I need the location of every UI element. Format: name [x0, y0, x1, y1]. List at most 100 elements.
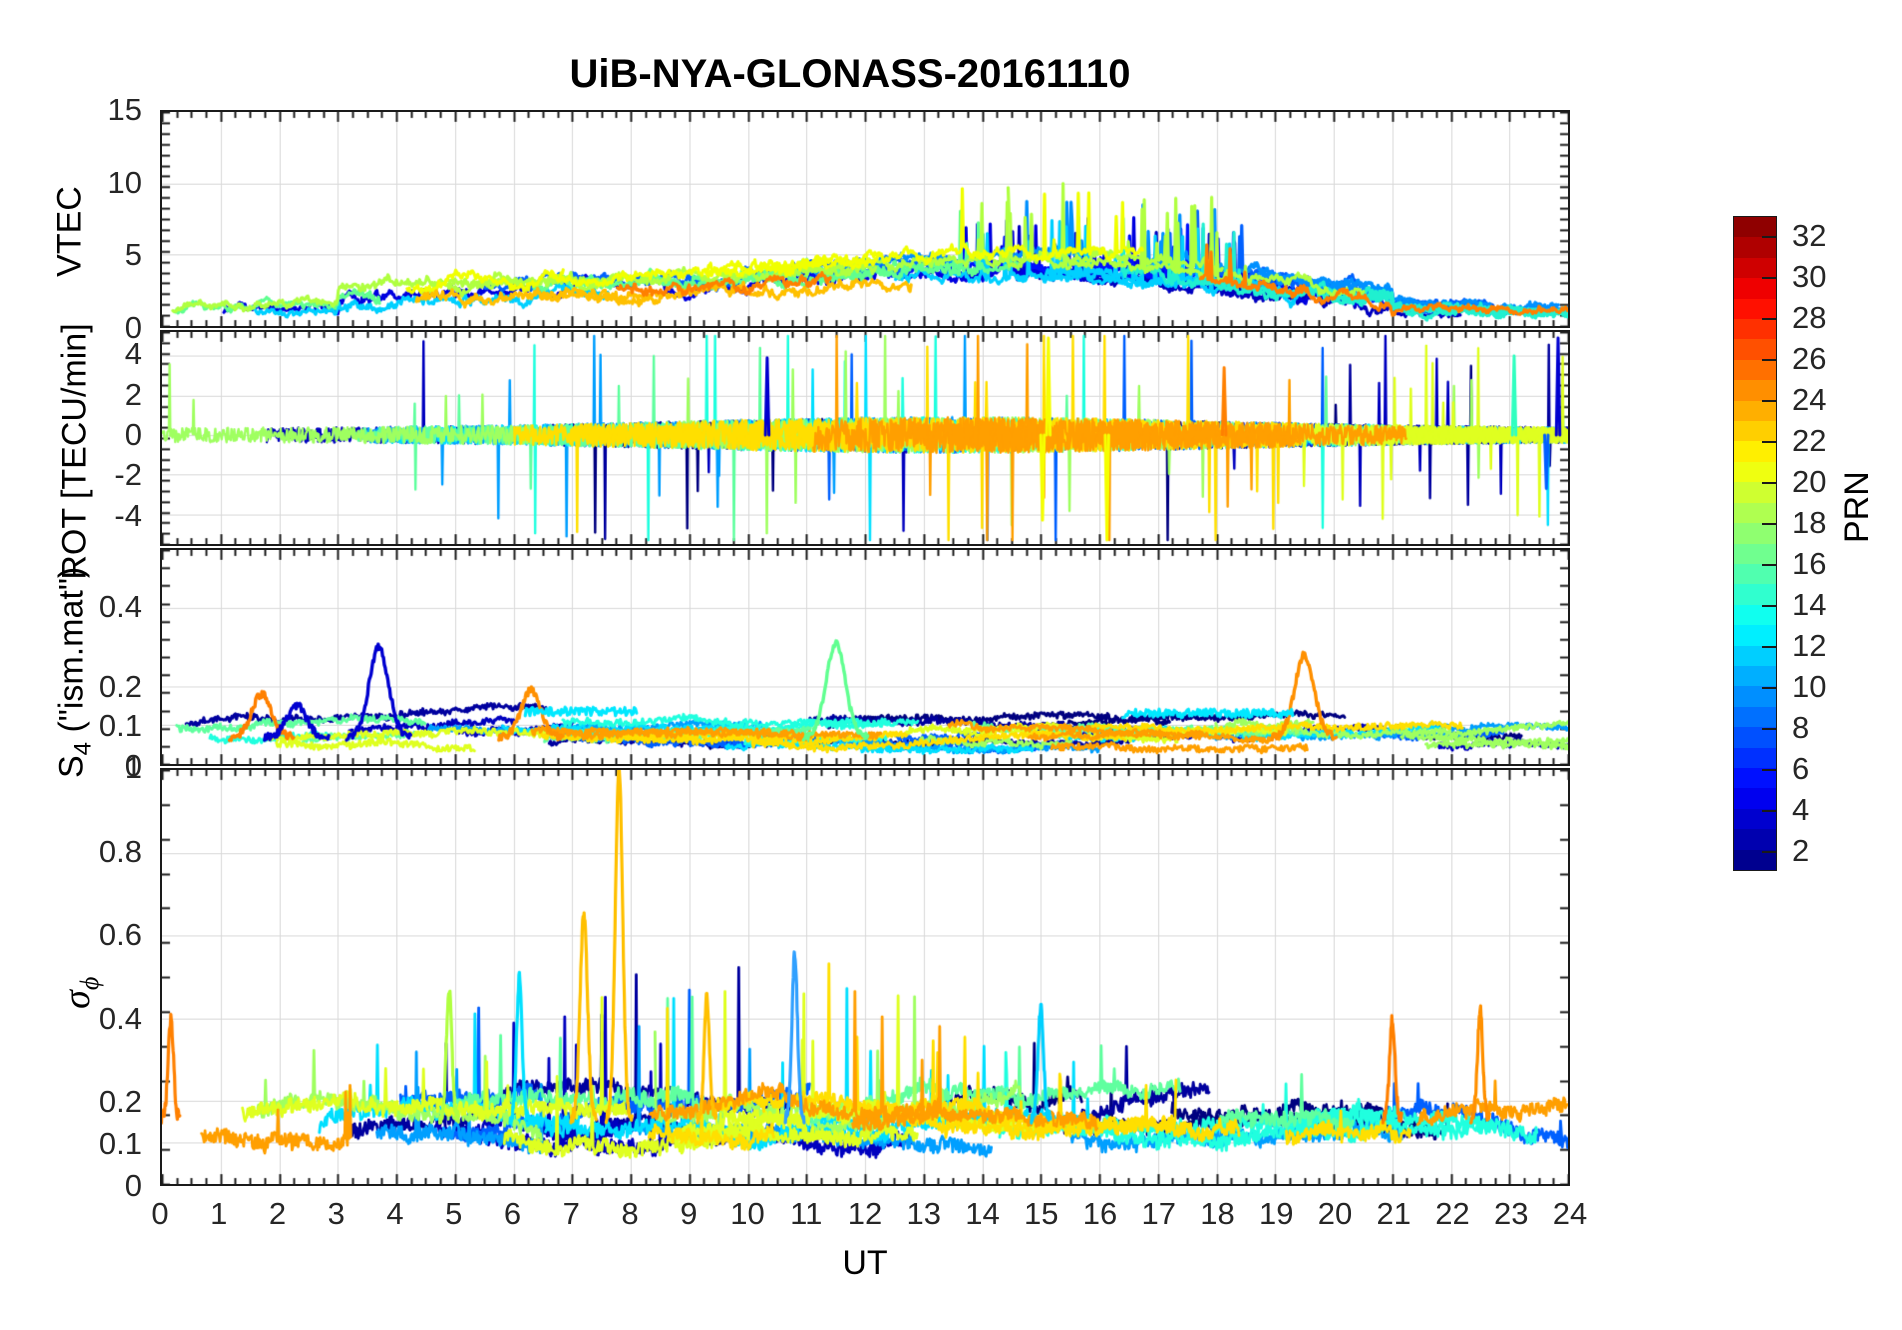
colorbar-segment — [1734, 584, 1776, 605]
yaxis-tick-label: 0 — [124, 416, 142, 452]
colorbar-segment — [1734, 829, 1776, 850]
xaxis-tick-label: 5 — [445, 1196, 463, 1231]
colorbar-tick-mark — [1762, 604, 1776, 607]
colorbar-segment — [1734, 319, 1776, 340]
yaxis-tick-label: 0 — [124, 748, 142, 783]
colorbar-prn[interactable] — [1733, 216, 1777, 871]
colorbar-segment — [1734, 441, 1776, 462]
xaxis-tick-label: 3 — [327, 1196, 345, 1231]
xaxis-tick-label: 9 — [680, 1196, 698, 1231]
colorbar-tick-label: 22 — [1792, 423, 1827, 459]
colorbar-segment — [1734, 747, 1776, 768]
yaxis-ticks-sigma-phi: 0 0.1 0.2 0.4 0.6 0.8 1 — [70, 750, 150, 1203]
colorbar-tick-mark — [1762, 482, 1776, 485]
colorbar-tick-mark — [1762, 318, 1776, 321]
colorbar-segment — [1734, 665, 1776, 687]
colorbar-tick-mark — [1762, 563, 1776, 566]
plot-canvas-s4 — [162, 550, 1568, 764]
yaxis-tick-label: 4 — [124, 336, 142, 372]
colorbar-tick-mark — [1762, 359, 1776, 362]
colorbar-segment — [1734, 604, 1776, 626]
colorbar-segment — [1734, 217, 1776, 238]
colorbar-tick-mark — [1762, 850, 1776, 853]
colorbar-tick-mark — [1762, 236, 1776, 239]
xaxis-tick-label: 11 — [790, 1196, 823, 1231]
colorbar-tick-label: 12 — [1792, 627, 1827, 663]
colorbar-tick-mark — [1762, 768, 1776, 771]
colorbar-segment — [1734, 645, 1776, 666]
plot-canvas-rot — [162, 332, 1568, 544]
colorbar-segment — [1734, 706, 1776, 728]
plot-canvas-sigma-phi — [162, 770, 1568, 1184]
xaxis-tick-label: 1 — [210, 1196, 228, 1231]
yaxis-tick-label: -4 — [114, 497, 142, 533]
colorbar-segment — [1734, 482, 1776, 503]
colorbar-tick-label: 28 — [1792, 300, 1827, 336]
xaxis-tick-label: 8 — [621, 1196, 639, 1231]
yaxis-tick-label: 0.2 — [98, 668, 142, 704]
colorbar-tick-label: 24 — [1792, 382, 1827, 418]
colorbar-tick-label: 4 — [1792, 791, 1810, 827]
colorbar-tick-mark — [1762, 809, 1776, 812]
xaxis-tick-label: 6 — [503, 1196, 522, 1231]
yaxis-ticks-s4: 0 0.1 0.2 0.4 — [70, 548, 150, 783]
colorbar-segment — [1734, 767, 1776, 789]
yaxis-tick-label: 0 — [124, 310, 142, 345]
panel-sigma-phi — [160, 768, 1570, 1186]
colorbar-segment — [1734, 237, 1776, 258]
xaxis-tick-label: 23 — [1494, 1196, 1529, 1231]
colorbar-segment — [1734, 625, 1776, 646]
colorbar-tick-label: 16 — [1792, 545, 1827, 581]
yaxis-ticks-rot: -4 -2 0 2 4 — [70, 330, 150, 546]
colorbar-segment — [1734, 686, 1776, 707]
yaxis-tick-label: 0.2 — [98, 1084, 142, 1120]
colorbar-tick-mark — [1762, 645, 1776, 648]
yaxis-tick-label: 2 — [124, 376, 142, 412]
colorbar-segment — [1734, 461, 1776, 483]
xaxis-tick-label: 4 — [386, 1196, 404, 1231]
yaxis-tick-label: 0.8 — [98, 833, 142, 869]
yaxis-tick-label: 1 — [124, 750, 142, 785]
xaxis-tick-label: 12 — [847, 1196, 883, 1231]
colorbar-tick-label: 14 — [1792, 586, 1827, 622]
yaxis-tick-label: 0.1 — [98, 708, 142, 744]
colorbar-segment — [1734, 359, 1776, 381]
colorbar-segment — [1734, 400, 1776, 422]
colorbar-segment — [1734, 788, 1776, 809]
yaxis-tick-label: 0 — [124, 1168, 142, 1203]
yaxis-tick-label: 15 — [107, 92, 142, 127]
colorbar-segment — [1734, 502, 1776, 524]
colorbar-segment — [1734, 727, 1776, 748]
colorbar-segment — [1734, 849, 1776, 870]
xaxis-title: UT — [842, 1244, 888, 1282]
yaxis-tick-label: 0.4 — [98, 1000, 142, 1036]
colorbar-title: PRN — [1838, 471, 1876, 543]
yaxis-ticks-vtec: 0 5 10 15 — [70, 92, 150, 345]
panel-s4 — [160, 548, 1570, 766]
xaxis-tick-label: 21 — [1376, 1196, 1411, 1231]
yaxis-tick-label: -2 — [114, 457, 142, 493]
colorbar-tick-label: 26 — [1792, 341, 1827, 377]
colorbar-segment — [1734, 298, 1776, 320]
colorbar-tick-mark — [1762, 686, 1776, 689]
colorbar-tick-label: 10 — [1792, 668, 1827, 704]
colorbar-segment — [1734, 278, 1776, 299]
colorbar-tick-label: 18 — [1792, 505, 1827, 541]
xaxis-tick-label: 17 — [1141, 1196, 1176, 1231]
yaxis-tick-label: 5 — [124, 237, 142, 273]
xaxis-tick-label: 16 — [1082, 1196, 1118, 1231]
phi-subscript: ϕ — [74, 976, 104, 991]
s4-subscript: 4 — [69, 742, 97, 756]
colorbar-segment — [1734, 523, 1776, 544]
colorbar-tick-mark — [1762, 727, 1776, 730]
colorbar-tick-label: 8 — [1792, 709, 1810, 745]
colorbar-segment — [1734, 563, 1776, 585]
colorbar-tick-label: 32 — [1792, 218, 1827, 254]
colorbar-tick-label: 20 — [1792, 464, 1827, 500]
yaxis-tick-label: 0.6 — [98, 917, 142, 953]
colorbar-segment — [1734, 543, 1776, 564]
xaxis-tick-label: 22 — [1435, 1196, 1470, 1231]
colorbar-tick-mark — [1762, 277, 1776, 280]
colorbar-tick-label: 6 — [1792, 750, 1810, 786]
